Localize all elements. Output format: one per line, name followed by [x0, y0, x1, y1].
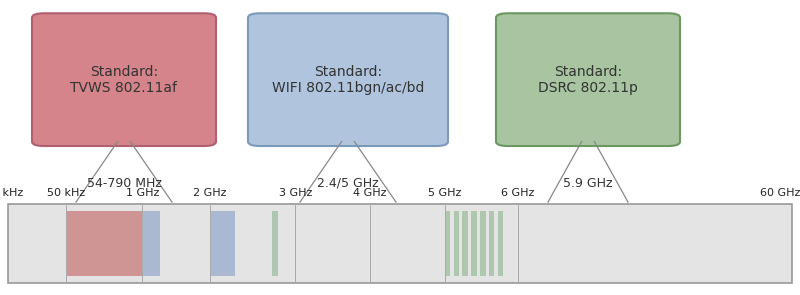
Bar — [210, 211, 235, 276]
Text: Standard:
WIFI 802.11bgn/ac/bd: Standard: WIFI 802.11bgn/ac/bd — [272, 65, 424, 95]
FancyBboxPatch shape — [248, 13, 448, 146]
Bar — [445, 211, 450, 276]
Text: 3 GHz: 3 GHz — [278, 188, 312, 198]
Text: 6 GHz: 6 GHz — [501, 188, 534, 198]
Bar — [66, 211, 142, 276]
Bar — [471, 211, 477, 276]
Text: 4 GHz: 4 GHz — [353, 188, 386, 198]
Text: 60 GHz: 60 GHz — [760, 188, 800, 198]
Text: 2 GHz: 2 GHz — [193, 188, 226, 198]
Text: 2.4/5 GHz: 2.4/5 GHz — [317, 177, 379, 190]
Text: 3 kHz: 3 kHz — [0, 188, 24, 198]
Bar — [462, 211, 468, 276]
Text: 5 GHz: 5 GHz — [428, 188, 462, 198]
Bar — [272, 211, 278, 276]
Bar — [489, 211, 494, 276]
Text: 1 GHz: 1 GHz — [126, 188, 159, 198]
Text: 5.9 GHz: 5.9 GHz — [563, 177, 613, 190]
FancyBboxPatch shape — [496, 13, 680, 146]
Bar — [454, 211, 459, 276]
Bar — [480, 211, 486, 276]
Bar — [8, 204, 792, 283]
Text: 50 kHz: 50 kHz — [47, 188, 86, 198]
FancyBboxPatch shape — [32, 13, 216, 146]
Text: 54-790 MHz: 54-790 MHz — [86, 177, 162, 190]
Text: Standard:
DSRC 802.11p: Standard: DSRC 802.11p — [538, 65, 638, 95]
Bar — [498, 211, 503, 276]
Bar — [142, 211, 160, 276]
Text: Standard:
TVWS 802.11af: Standard: TVWS 802.11af — [70, 65, 178, 95]
